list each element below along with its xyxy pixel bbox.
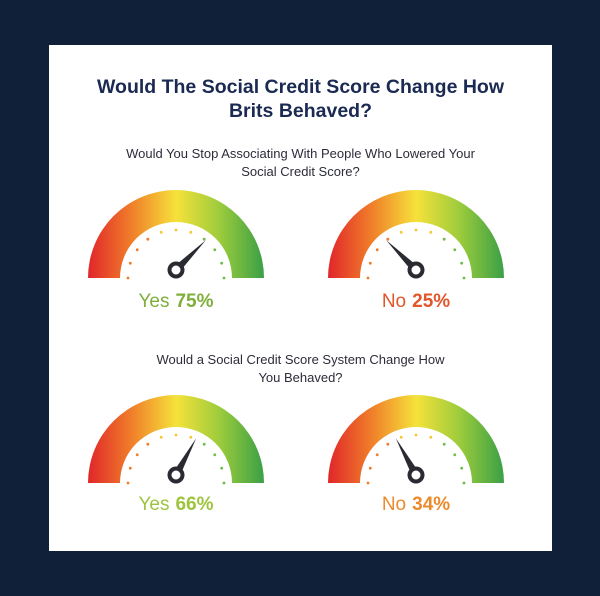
gauge-tick [414,433,418,437]
gauge-tick [386,237,390,241]
gauge-tick [368,466,372,470]
gauge-tick [222,276,226,280]
gauge-tick [453,248,457,252]
readout-q2-no: No 34% [326,493,506,517]
readout-q2-yes: Yes 66% [86,493,266,517]
gauge-hub-center [171,470,181,480]
gauge-q2-no [328,395,504,485]
readout-q1-yes: Yes 75% [86,290,266,314]
gauge-tick [414,228,418,232]
infographic-title: Would The Social Credit Score Change How… [49,75,552,123]
question-2-line-1: Would a Social Credit Score System Chang… [156,352,445,367]
gauge-tick [386,442,390,446]
gauge-tick [375,453,379,457]
gauge-tick [174,228,178,232]
gauge-tick [159,230,163,234]
title-line-1: Would The Social Credit Score Change How [96,76,505,98]
answer-label: Yes [138,494,170,515]
gauge-tick [222,481,226,485]
gauge-tick [128,261,132,265]
title-line-2: Brits Behaved? [228,100,373,122]
gauge-tick [366,276,370,280]
gauge-tick [135,453,139,457]
gauge-tick [202,442,206,446]
gauge-tick [213,248,217,252]
gauge-q1-yes [88,190,264,280]
gauge-q1-no [328,190,504,280]
gauge-tick [159,435,163,439]
gauge-tick [399,230,403,234]
gauge-band [88,190,264,278]
gauge-tick [399,435,403,439]
answer-value: 75% [175,291,214,312]
gauge-tick [442,237,446,241]
gauge-band [328,190,504,278]
question-1-line-2: Social Credit Score? [241,164,360,179]
gauge-band [328,395,504,483]
infographic-card: Would The Social Credit Score Change How… [49,45,552,551]
gauge-tick [220,261,224,265]
gauge-tick [442,442,446,446]
gauge-tick [220,466,224,470]
gauge-tick [202,237,206,241]
gauge-tick [462,481,466,485]
answer-label: No [381,494,407,515]
gauge-tick [135,248,139,252]
answer-label: Yes [138,291,170,312]
gauge-band [88,395,264,483]
gauge-tick [375,248,379,252]
gauge-tick [453,453,457,457]
gauge-tick [366,481,370,485]
gauge-tick [146,442,150,446]
gauge-tick [368,261,372,265]
gauge-tick [429,230,433,234]
gauge-hub-center [411,265,421,275]
answer-value: 25% [412,291,451,312]
question-1: Would You Stop Associating With People W… [49,145,552,181]
question-1-line-1: Would You Stop Associating With People W… [126,146,475,161]
gauge-tick [460,466,464,470]
gauge-tick [460,261,464,265]
answer-value: 34% [412,494,451,515]
gauge-tick [462,276,466,280]
gauge-tick [189,435,193,439]
gauge-q2-yes [88,395,264,485]
gauge-tick [213,453,217,457]
gauge-hub-center [411,470,421,480]
gauge-tick [189,230,193,234]
answer-value: 66% [175,494,214,515]
gauge-tick [126,481,130,485]
question-2: Would a Social Credit Score System Chang… [49,351,552,387]
gauge-tick [128,466,132,470]
question-2-line-2: You Behaved? [258,370,343,385]
gauge-hub-center [171,265,181,275]
gauge-tick [146,237,150,241]
gauge-tick [126,276,130,280]
readout-q1-no: No 25% [326,290,506,314]
gauge-tick [174,433,178,437]
answer-label: No [381,291,407,312]
gauge-tick [429,435,433,439]
